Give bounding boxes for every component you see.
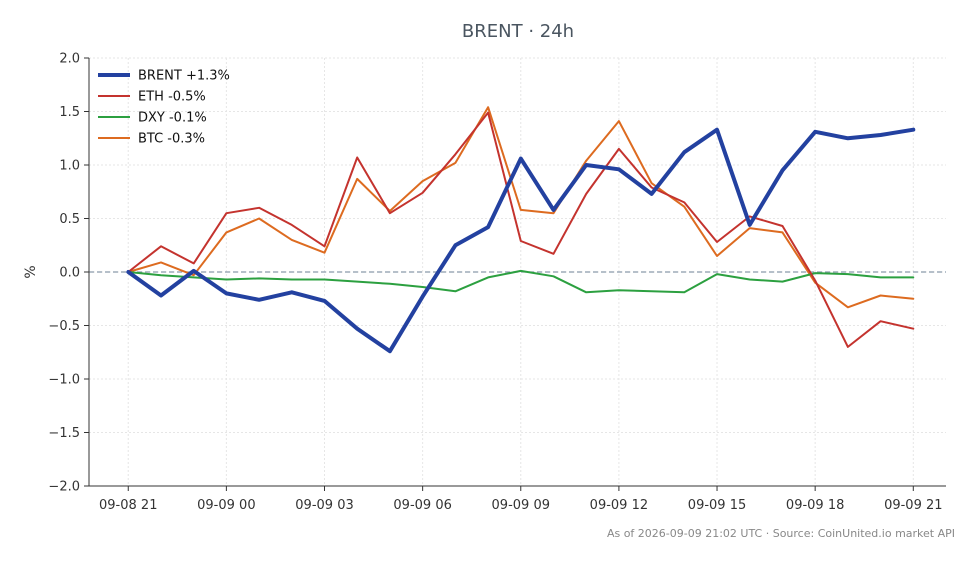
legend-label-eth: ETH -0.5%: [138, 90, 206, 105]
x-tick-label: 09-09 21: [884, 498, 942, 513]
x-tick-label: 09-09 06: [393, 498, 451, 513]
legend-label-btc: BTC -0.3%: [138, 132, 205, 147]
x-tick-label: 09-09 00: [197, 498, 255, 513]
y-tick-label: 0.0: [59, 266, 80, 281]
x-tick-label: 09-09 15: [688, 498, 746, 513]
y-tick-label: −1.5: [48, 426, 80, 441]
legend-label-dxy: DXY -0.1%: [138, 111, 207, 126]
y-tick-label: 0.5: [59, 212, 80, 227]
x-tick-label: 09-09 09: [492, 498, 550, 513]
footer-source: As of 2026-09-09 21:02 UTC · Source: Coi…: [607, 527, 955, 540]
series-group: [126, 106, 916, 354]
x-tick-label: 09-09 12: [590, 498, 648, 513]
y-tick-label: 1.0: [59, 159, 80, 174]
y-tick-label: −1.0: [48, 373, 80, 388]
series-line-brent: [126, 127, 916, 354]
x-tick-label: 09-09 18: [786, 498, 844, 513]
y-tick-label: 1.5: [59, 105, 80, 120]
y-tick-label: −0.5: [48, 319, 80, 334]
series-line-eth: [127, 111, 915, 348]
x-tick-label: 09-08 21: [99, 498, 157, 513]
legend: BRENT +1.3% ETH -0.5% DXY -0.1% BTC -0.3%: [98, 69, 230, 147]
series-line-btc: [127, 106, 915, 309]
chart-title: BRENT · 24h: [462, 21, 574, 42]
x-tick-label: 09-09 03: [295, 498, 353, 513]
legend-label-brent: BRENT +1.3%: [138, 69, 230, 84]
y-tick-label: 2.0: [59, 52, 80, 67]
series-line-dxy: [127, 269, 915, 294]
y-tick-label: −2.0: [48, 480, 80, 495]
y-axis-label: %: [23, 265, 39, 278]
axes: −2.0 −1.5 −1.0 −0.5 0.0 0.5 1.0 1.5 2.0 09-08 21 0…: [48, 52, 946, 513]
